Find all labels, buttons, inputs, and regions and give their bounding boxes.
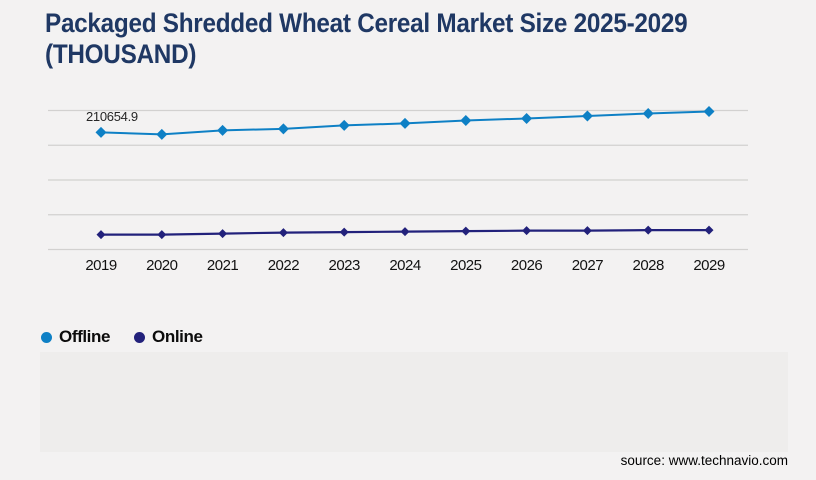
data-point-offline-2019[interactable] — [95, 126, 107, 138]
legend-item-offline[interactable]: Offline — [41, 327, 110, 347]
x-axis-label-2022: 2022 — [267, 257, 300, 274]
source-credit: source: www.technavio.com — [620, 453, 788, 468]
data-point-offline-2023[interactable] — [338, 119, 350, 131]
data-point-online-2025[interactable] — [461, 226, 471, 236]
chart-title-line2: (THOUSAND) — [45, 39, 197, 69]
data-point-online-2024[interactable] — [400, 227, 410, 237]
data-point-online-2028[interactable] — [643, 225, 653, 235]
data-point-offline-2026[interactable] — [521, 112, 533, 124]
data-point-offline-2025[interactable] — [460, 114, 472, 126]
legend: Offline Online — [41, 327, 203, 347]
x-axis-label-2023: 2023 — [328, 257, 361, 274]
x-axis-label-2025: 2025 — [450, 257, 482, 274]
data-point-online-2020[interactable] — [157, 230, 167, 240]
legend-label-offline: Offline — [59, 327, 111, 346]
x-axis: 2019 2020 2021 2022 2023 2024 2025 2026 2027 2028… — [0, 257, 816, 277]
data-point-offline-2020[interactable] — [156, 128, 168, 140]
data-point-offline-2029[interactable] — [703, 106, 715, 118]
data-point-offline-2022[interactable] — [277, 123, 289, 135]
chart-title-line1: Packaged Shredded Wheat Cereal Market Si… — [45, 8, 688, 38]
offline-series-marker-icon — [41, 331, 52, 343]
legend-label-online: Online — [152, 327, 203, 346]
data-point-online-2022[interactable] — [278, 228, 288, 238]
x-axis-label-2020: 2020 — [146, 257, 178, 274]
placeholder-panel — [40, 352, 788, 452]
data-point-offline-2027[interactable] — [581, 110, 593, 122]
chart-title: Packaged Shredded Wheat Cereal Market Si… — [45, 8, 688, 70]
x-axis-label-2024: 2024 — [389, 257, 421, 274]
x-axis-label-2027: 2027 — [571, 257, 604, 274]
data-point-online-2027[interactable] — [582, 226, 592, 236]
line-chart-plot-area — [48, 106, 748, 251]
x-axis-label-2026: 2026 — [510, 257, 543, 274]
data-point-online-2019[interactable] — [96, 230, 106, 240]
data-label-offline-2019: 210654.9 — [86, 109, 138, 124]
data-point-offline-2021[interactable] — [217, 124, 229, 136]
x-axis-label-2019: 2019 — [85, 257, 117, 274]
data-point-online-2026[interactable] — [522, 226, 532, 236]
x-axis-label-2029: 2029 — [693, 257, 725, 274]
data-point-online-2023[interactable] — [339, 227, 349, 237]
online-series-marker-icon — [134, 331, 146, 343]
x-axis-label-2028: 2028 — [632, 257, 665, 274]
legend-item-online[interactable]: Online — [134, 327, 203, 347]
data-point-offline-2024[interactable] — [399, 117, 411, 129]
x-axis-label-2021: 2021 — [206, 257, 239, 274]
data-point-online-2021[interactable] — [218, 229, 228, 239]
data-point-online-2029[interactable] — [704, 225, 714, 235]
data-point-offline-2028[interactable] — [642, 108, 654, 120]
